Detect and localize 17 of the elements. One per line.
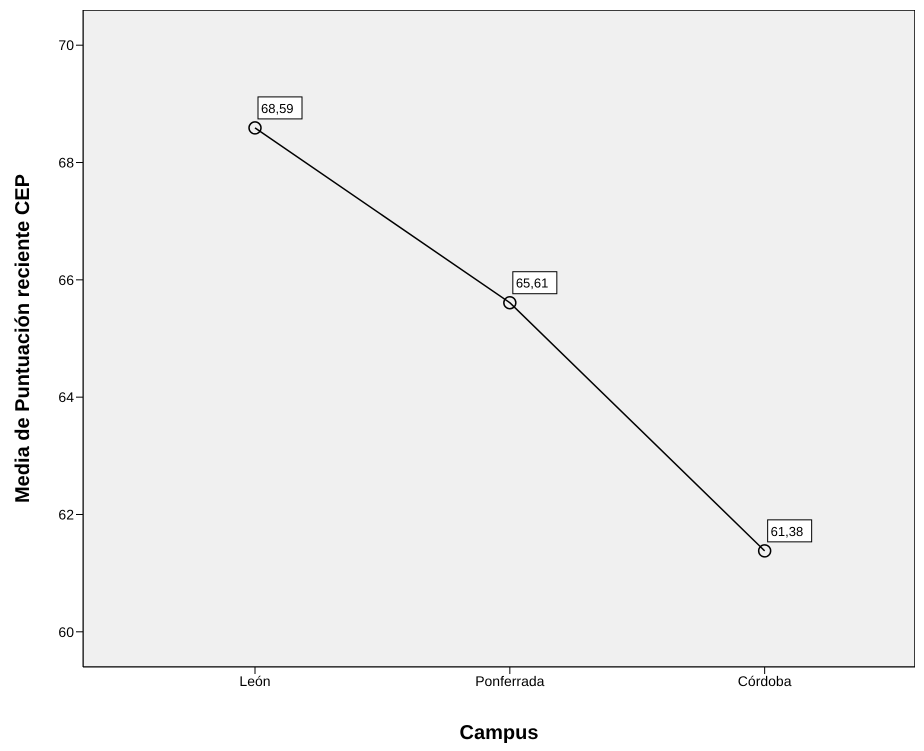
y-tick-label: 70: [58, 37, 74, 54]
x-axis-title: Campus: [460, 722, 538, 744]
data-label: 65,61: [516, 276, 548, 291]
point: [503, 296, 517, 310]
y-tick-label: 60: [58, 624, 74, 640]
x-tick-label: Ponferrada: [475, 672, 545, 689]
x-tick-label: Córdoba: [738, 672, 792, 689]
x-tick-label: León: [239, 672, 271, 689]
y-tick-label: 62: [58, 506, 74, 522]
point: [248, 121, 262, 135]
y-tick-label: 64: [58, 389, 74, 406]
y-tick-label: 66: [58, 272, 74, 288]
data-label: 68,59: [261, 100, 294, 116]
point: [758, 544, 772, 558]
y-tick-label: 68: [58, 154, 74, 170]
data-label: 61,38: [770, 524, 804, 539]
y-axis-title: Media de Puntuación reciente CEP: [12, 174, 34, 503]
